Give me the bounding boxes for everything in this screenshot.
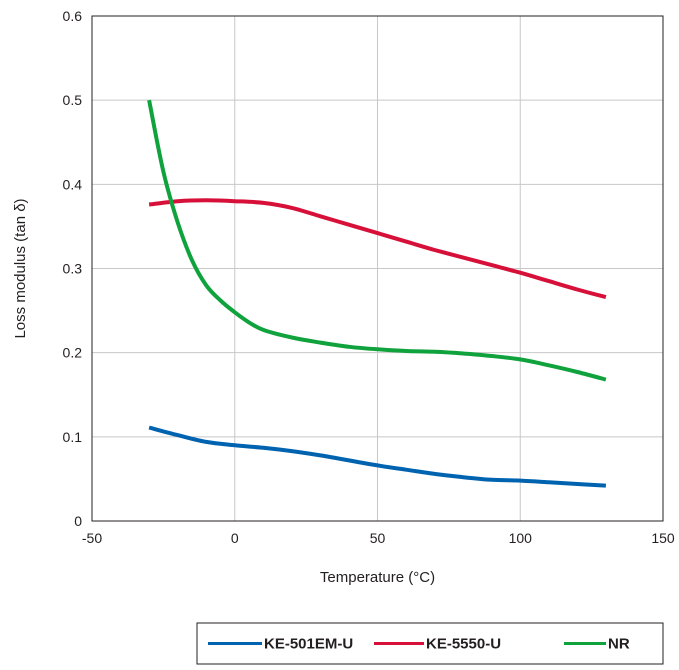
y-tick-label: 0.6 bbox=[63, 8, 83, 24]
x-axis-tick-labels: -50 0 50 100 150 bbox=[82, 530, 675, 546]
series-line-0 bbox=[148, 425, 606, 488]
y-tick-label: 0.2 bbox=[63, 345, 83, 361]
y-tick-label: 0.3 bbox=[63, 261, 83, 277]
legend: KE-501EM-U KE-5550-U NR bbox=[196, 622, 664, 665]
y-axis-tick-labels: 0 0.1 0.2 0.3 0.4 0.5 0.6 bbox=[63, 8, 83, 529]
x-tick-label: -50 bbox=[82, 530, 102, 546]
y-tick-label: 0.1 bbox=[63, 429, 83, 445]
grid bbox=[92, 16, 663, 521]
legend-label-1: KE-5550-U bbox=[426, 636, 501, 653]
series-lines bbox=[147, 99, 607, 488]
y-tick-label: 0.5 bbox=[63, 92, 83, 108]
legend-label-2: NR bbox=[608, 636, 630, 653]
series-line-2 bbox=[147, 99, 607, 382]
y-tick-label: 0.4 bbox=[63, 176, 83, 192]
legend-label-0: KE-501EM-U bbox=[264, 636, 353, 653]
x-axis-title: Temperature (°C) bbox=[320, 569, 435, 586]
y-tick-label: 0 bbox=[74, 513, 82, 529]
x-tick-label: 100 bbox=[509, 530, 533, 546]
plot-area-border bbox=[91, 15, 664, 522]
x-tick-label: 50 bbox=[370, 530, 386, 546]
x-tick-label: 0 bbox=[231, 530, 239, 546]
legend-box bbox=[196, 622, 664, 665]
y-axis-title: Loss modulus (tan δ) bbox=[12, 198, 29, 338]
series-line-1 bbox=[148, 198, 607, 300]
x-tick-label: 150 bbox=[651, 530, 675, 546]
